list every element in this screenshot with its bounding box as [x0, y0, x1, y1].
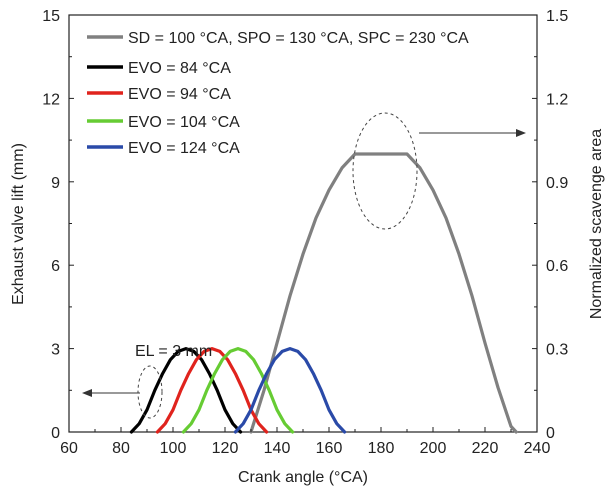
y-axis-left-label: Exhaust valve lift (mm) — [10, 143, 27, 305]
y-left-tick-label: 3 — [51, 342, 60, 359]
x-tick-label: 120 — [212, 440, 239, 457]
plot-frame — [68, 14, 538, 433]
x-tick-label: 180 — [368, 440, 395, 457]
legend-label-0: SD = 100 °CA, SPO = 130 °CA, SPC = 230 °… — [128, 30, 469, 47]
y-left-tick-label: 9 — [51, 175, 60, 192]
series-line-3 — [181, 347, 295, 434]
y-right-tick-label: 0.6 — [546, 258, 568, 275]
y-right-tick-label: 0.9 — [546, 175, 568, 192]
annotation-ellipse-scavenge — [352, 112, 418, 230]
annotation-el: EL = 3 mm — [135, 343, 212, 360]
annotation-ellipse-lift — [137, 365, 163, 419]
legend: SD = 100 °CA, SPO = 130 °CA, SPC = 230 °… — [87, 30, 469, 157]
x-tick-label: 140 — [264, 440, 291, 457]
x-tick-label: 100 — [160, 440, 187, 457]
x-tick-label: 160 — [316, 440, 343, 457]
x-tick-label: 240 — [524, 440, 551, 457]
legend-label-2: EVO = 94 °CA — [128, 86, 231, 103]
y-right-tick-label: 1.5 — [546, 8, 568, 25]
series-layer — [129, 152, 518, 434]
x-tick-label: 220 — [472, 440, 499, 457]
arrow-right-head — [516, 129, 526, 137]
ticks-layer: 60 80 100 120 140 160 180 200 220 2400369121500.3… — [42, 8, 568, 457]
plot-border — [68, 14, 538, 433]
x-tick-label: 60 — [60, 440, 78, 457]
series-line-4 — [233, 347, 347, 434]
arrow-left-head — [82, 389, 92, 397]
y-left-tick-label: 0 — [51, 425, 60, 442]
series-line-1 — [129, 347, 243, 434]
x-tick-label: 200 — [420, 440, 447, 457]
annotation-layer — [82, 112, 526, 419]
y-right-tick-label: 0 — [546, 425, 555, 442]
legend-label-3: EVO = 104 °CA — [128, 114, 240, 131]
y-left-tick-label: 6 — [51, 258, 60, 275]
y-right-tick-label: 1.2 — [546, 91, 568, 108]
y-axis-right-label: Normalized scavenge area — [588, 129, 605, 319]
series-line-2 — [155, 347, 269, 434]
x-tick-label: 80 — [112, 440, 130, 457]
legend-label-1: EVO = 84 °CA — [128, 60, 231, 77]
legend-label-4: EVO = 124 °CA — [128, 140, 240, 157]
x-axis-label: Crank angle (°CA) — [238, 469, 368, 486]
y-right-tick-label: 0.3 — [546, 342, 568, 359]
y-left-tick-label: 12 — [42, 91, 60, 108]
y-left-tick-label: 15 — [42, 8, 60, 25]
series-line-0 — [249, 152, 518, 434]
